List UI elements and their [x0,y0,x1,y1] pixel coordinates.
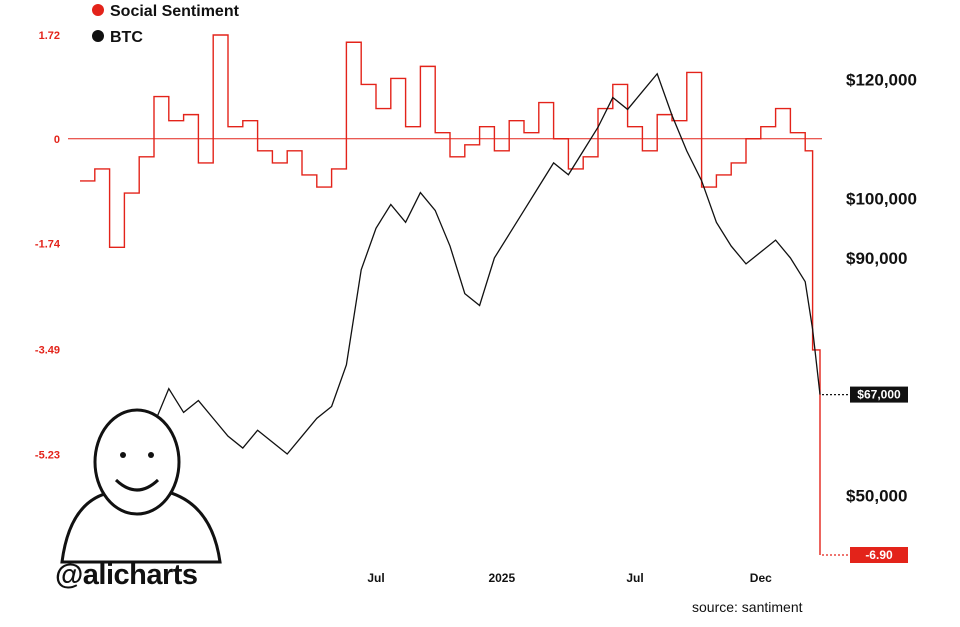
left-tick-label: -3.49 [35,344,60,356]
x-axis-ticks: Jul 2025 Jul Dec [367,571,772,585]
x-tick-label: Dec [750,571,772,585]
left-tick-label: -1.74 [35,239,61,251]
right-tick-label: $100,000 [846,190,917,209]
annotation-badge [850,386,908,403]
legend-marker-btc [92,30,104,42]
x-tick-label: Jul [367,571,384,585]
right-axis-ticks: $120,000 $100,000 $90,000 $50,000 [846,71,917,506]
left-tick-label: 0 [54,134,60,146]
x-tick-label: Jul [626,571,643,585]
avatar-eye-right [148,452,154,458]
right-tick-label: $50,000 [846,487,907,506]
series-line-btc [79,72,821,544]
handle-watermark: @alicharts [55,559,198,591]
avatar [60,408,222,564]
legend-label-btc: BTC [110,29,143,46]
legend: Social Sentiment BTC [92,3,240,46]
legend-marker-sentiment [92,4,104,16]
avatar-smile [114,478,160,492]
avatar-eye-left [120,452,126,458]
annotation-badge [850,547,908,563]
left-tick-label: 1.72 [39,30,60,42]
series-line-social-sentiment [80,34,821,555]
left-tick-label: -5.23 [35,449,60,461]
left-axis-ticks: 1.72 0 -1.74 -3.49 -5.23 [35,30,61,461]
annotation-badges: $67,000 -6.90 [822,386,908,563]
right-tick-label: $90,000 [846,249,907,268]
legend-label-sentiment: Social Sentiment [110,3,240,20]
right-tick-label: $120,000 [846,71,917,90]
avatar-head [93,408,181,516]
source-credit: source: santiment [692,599,803,615]
x-tick-label: 2025 [488,571,515,585]
annotation-label: -6.90 [865,548,893,562]
annotation-label: $67,000 [857,388,901,402]
